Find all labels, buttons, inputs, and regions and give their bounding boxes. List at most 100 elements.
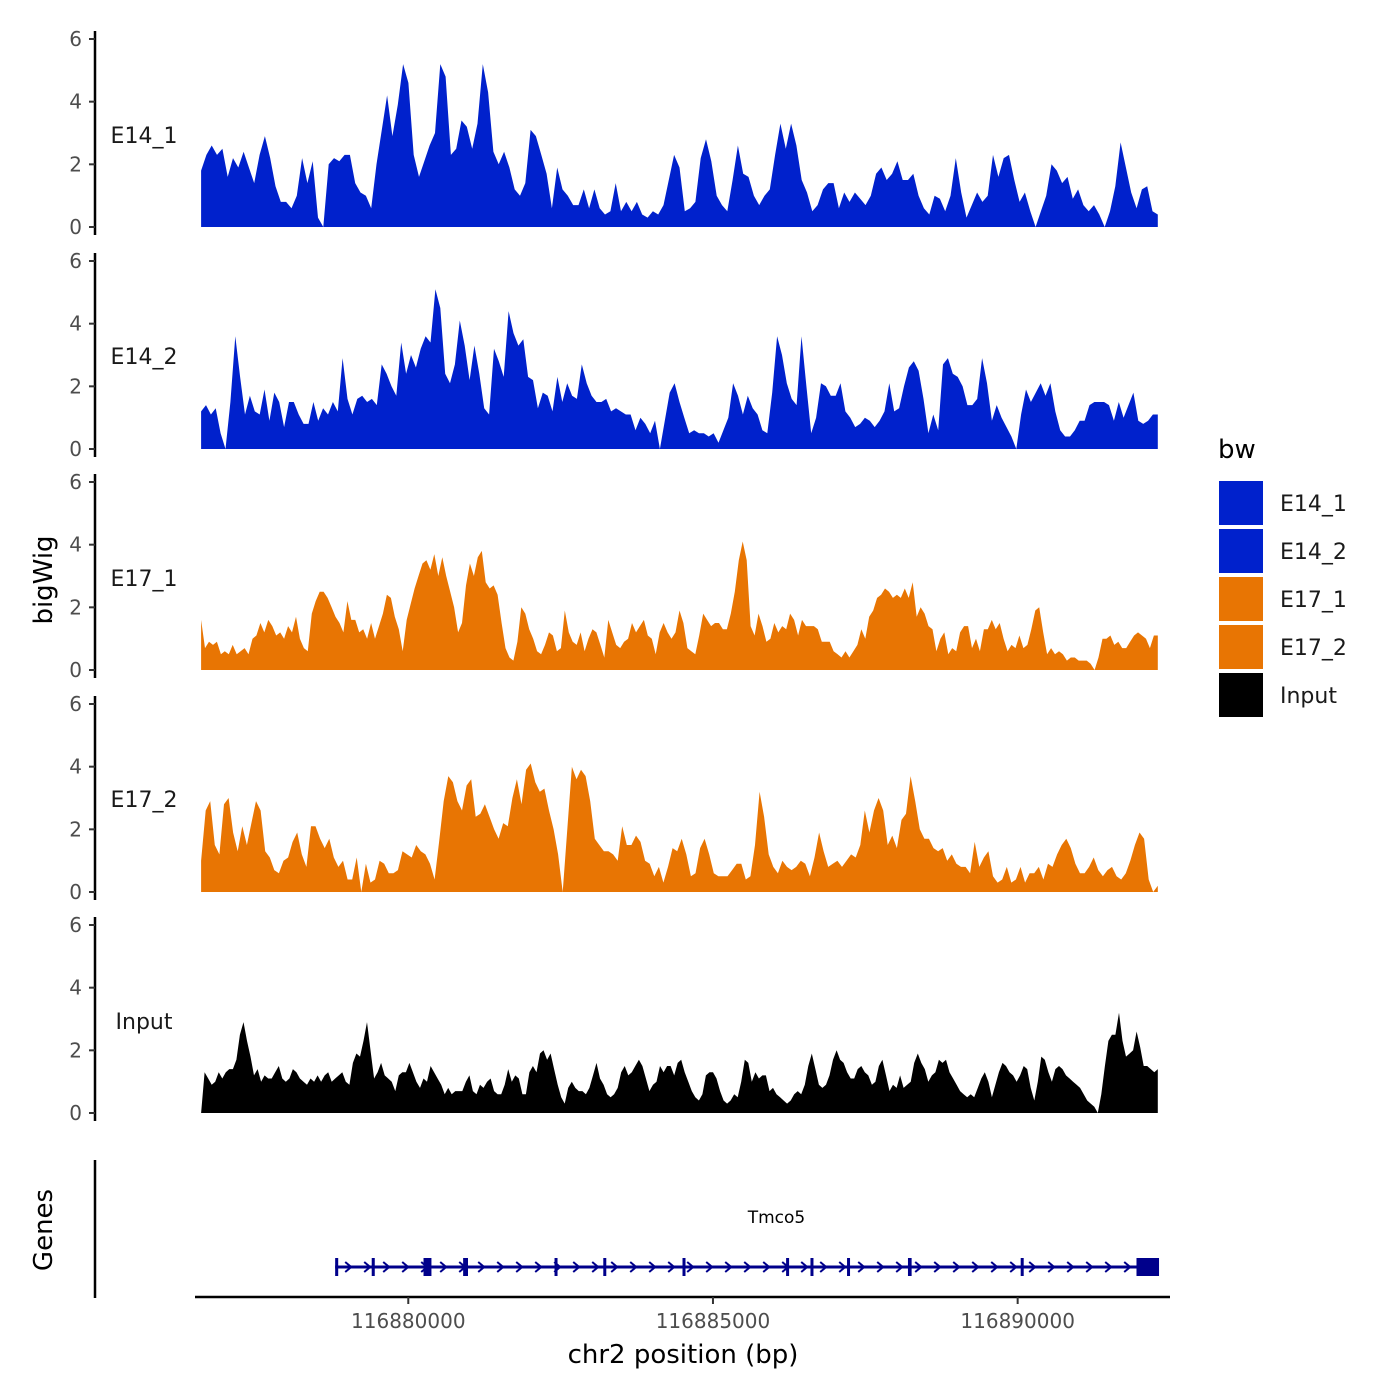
gene-exon: [603, 1258, 607, 1276]
y-tick-label: 0: [69, 215, 82, 239]
legend-swatch: [1219, 673, 1263, 717]
legend-entry-E17_1: E17_1: [1219, 577, 1347, 621]
y-tick-label: 0: [69, 658, 82, 682]
strand-chevron: [515, 1261, 524, 1273]
legend-swatch: [1219, 529, 1263, 573]
gene-exon: [907, 1258, 912, 1276]
strand-chevron: [1009, 1261, 1018, 1273]
strand-chevron: [591, 1261, 600, 1273]
gene-exon: [335, 1258, 339, 1276]
track-E17_2: 0 2 4 6 E17_2: [69, 692, 1158, 904]
strand-chevron: [610, 1261, 619, 1273]
y-tick-label: 4: [69, 90, 82, 114]
y-tick-label: 6: [69, 470, 82, 494]
legend-entry-Input: Input: [1219, 673, 1337, 717]
strand-chevron: [1123, 1261, 1132, 1273]
y-tick-label: 2: [69, 817, 82, 841]
strand-chevron: [667, 1261, 676, 1273]
legend-label: Input: [1280, 684, 1337, 709]
strand-chevron: [876, 1261, 885, 1273]
gene-exon: [1020, 1258, 1024, 1276]
strand-chevron: [895, 1261, 904, 1273]
strand-chevron: [1066, 1261, 1075, 1273]
strand-chevron: [952, 1261, 961, 1273]
gene-exon: [1136, 1258, 1160, 1276]
legend-label: E14_1: [1280, 492, 1347, 517]
legend-label: E17_2: [1280, 636, 1347, 661]
strand-chevron: [743, 1261, 752, 1273]
x-tick-label: 116885000: [656, 1309, 771, 1333]
track-E14_1: 0 2 4 6 E14_1: [69, 27, 1158, 239]
y-tick-label: 0: [69, 437, 82, 461]
track-label: E14_2: [111, 345, 178, 370]
x-axis-title: chr2 position (bp): [568, 1340, 799, 1370]
strand-chevron: [762, 1261, 771, 1273]
legend-label: E14_2: [1280, 540, 1347, 565]
legend-entry-E14_2: E14_2: [1219, 529, 1347, 573]
gene-track: Tmco5: [93, 1160, 1160, 1298]
strand-chevron: [914, 1261, 923, 1273]
y-tick-label: 0: [69, 880, 82, 904]
gene-exon: [810, 1258, 814, 1276]
track-label: E17_1: [111, 567, 178, 592]
track-E14_2: 0 2 4 6 E14_2: [69, 249, 1158, 461]
strand-chevron: [933, 1261, 942, 1273]
y-tick-label: 4: [69, 533, 82, 557]
strand-chevron: [971, 1261, 980, 1273]
strand-chevron: [1104, 1261, 1113, 1273]
strand-chevron: [496, 1261, 505, 1273]
y-tick-label: 6: [69, 249, 82, 273]
legend-title: bw: [1218, 435, 1256, 465]
legend-swatch: [1219, 625, 1263, 669]
strand-chevron: [439, 1261, 448, 1273]
strand-chevron: [648, 1261, 657, 1273]
strand-chevron: [686, 1261, 695, 1273]
y-tick-label: 2: [69, 152, 82, 176]
strand-chevron: [401, 1261, 410, 1273]
track-label: E14_1: [111, 124, 178, 149]
strand-chevron: [705, 1261, 714, 1273]
gene-exon: [682, 1258, 686, 1276]
strand-chevron: [629, 1261, 638, 1273]
strand-chevron: [800, 1261, 809, 1273]
strand-chevron: [724, 1261, 733, 1273]
genes-panel-title: Genes: [29, 1189, 59, 1271]
strand-chevron: [477, 1261, 486, 1273]
track-E17_1: 0 2 4 6 E17_1: [69, 470, 1158, 682]
strand-chevron: [1085, 1261, 1094, 1273]
strand-chevron: [572, 1261, 581, 1273]
y-tick-label: 2: [69, 1038, 82, 1062]
strand-chevron: [363, 1261, 372, 1273]
track-label: Input: [116, 1010, 173, 1035]
gene-exon: [847, 1258, 851, 1276]
strand-chevron: [534, 1261, 543, 1273]
y-tick-label: 4: [69, 976, 82, 1000]
legend-label: E17_1: [1280, 588, 1347, 613]
legend-swatch: [1219, 577, 1263, 621]
signal-tracks: 0 2 4 6 E14_1 0 2 4 6 E14_2 0 2 4 6 E17_1 0 2 4 6 E17_2 0 2 4 6…: [69, 27, 1158, 1125]
gene-exon: [554, 1258, 558, 1276]
gene-name-label: Tmco5: [747, 1208, 806, 1228]
y-tick-label: 6: [69, 913, 82, 937]
strand-chevron: [1047, 1261, 1056, 1273]
gene-exon: [371, 1258, 375, 1276]
strand-chevron: [838, 1261, 847, 1273]
y-tick-label: 2: [69, 374, 82, 398]
gene-exon: [786, 1258, 790, 1276]
strand-chevron: [382, 1261, 391, 1273]
strand-chevron: [857, 1261, 866, 1273]
y-tick-label: 6: [69, 692, 82, 716]
track-label: E17_2: [111, 788, 178, 813]
track-Input: 0 2 4 6 Input: [69, 913, 1158, 1125]
legend-swatch: [1219, 481, 1263, 525]
legend: bw E14_1 E14_2 E17_1 E17_2 Input: [1218, 435, 1347, 717]
x-tick-label: 116890000: [960, 1309, 1075, 1333]
y-tick-label: 0: [69, 1101, 82, 1125]
signal-area-E17_2: [201, 763, 1158, 892]
gene-exon: [423, 1258, 432, 1276]
signal-area-E14_1: [201, 64, 1158, 227]
y-tick-label: 2: [69, 595, 82, 619]
strand-chevron: [344, 1261, 353, 1273]
strand-chevron: [819, 1261, 828, 1273]
